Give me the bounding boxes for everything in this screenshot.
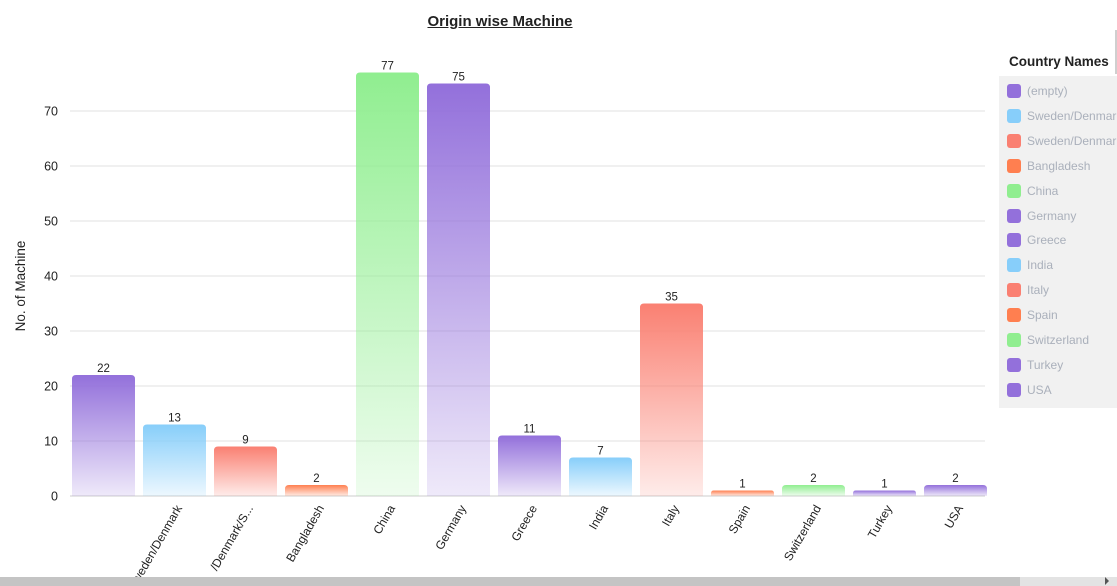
y-tick-label: 50 <box>44 215 58 229</box>
legend-item[interactable]: Spain <box>1007 307 1117 323</box>
y-tick-label: 60 <box>44 160 58 174</box>
y-axis-ticks: 0 10 20 30 40 50 60 70 <box>44 105 58 504</box>
legend-title: Country Names <box>1009 54 1109 69</box>
legend-label: Spain <box>1027 308 1058 323</box>
data-label: 2 <box>810 473 816 485</box>
data-label: 7 <box>597 446 603 458</box>
legend-label: Greece <box>1027 233 1067 248</box>
bar[interactable] <box>640 303 703 497</box>
legend-label: Sweden/Denmar <box>1027 108 1117 123</box>
legend-swatch <box>1007 258 1021 273</box>
data-label: 11 <box>524 424 536 436</box>
legend-item[interactable]: Italy <box>1007 282 1117 298</box>
legend-label: India <box>1027 258 1054 273</box>
legend-swatch <box>1007 133 1021 148</box>
y-tick-label: 40 <box>44 270 58 284</box>
legend-label: Italy <box>1027 283 1050 298</box>
legend-item[interactable]: Turkey <box>1007 357 1117 373</box>
data-labels: 22 13 9 2 77 75 11 7 35 1 2 1 2 <box>97 61 959 491</box>
legend: (empty) Sweden/Denmar Sweden/Denmar Banglad… <box>999 76 1117 408</box>
y-tick-label: 0 <box>51 490 58 504</box>
data-label: 13 <box>168 413 181 425</box>
y-tick-label: 10 <box>44 435 58 449</box>
horizontal-scrollbar[interactable] <box>0 577 1117 586</box>
x-tick-label: Italy <box>659 503 682 529</box>
legend-label: Germany <box>1027 208 1077 223</box>
y-tick-label: 70 <box>44 105 58 119</box>
x-tick-label: India <box>586 502 611 532</box>
y-axis-label: No. of Machine <box>13 241 28 332</box>
x-tick-label: Turkey <box>865 503 895 541</box>
data-label: 35 <box>665 292 678 304</box>
data-label: 9 <box>242 435 248 447</box>
legend-swatch <box>1007 108 1021 123</box>
legend-item[interactable]: Sweden/Denmar <box>1007 133 1117 149</box>
legend-item[interactable]: USA <box>1007 382 1117 398</box>
legend-swatch <box>1007 283 1021 298</box>
vertical-scrollbar[interactable] <box>1115 30 1117 74</box>
legend-item[interactable]: Switzerland <box>1007 332 1117 348</box>
data-label: 22 <box>97 363 110 375</box>
legend-label: (empty) <box>1027 84 1068 98</box>
chart-title: Origin wise Machine <box>427 13 573 30</box>
legend-swatch <box>1007 357 1021 372</box>
data-label: 1 <box>739 479 745 491</box>
bar[interactable] <box>711 490 774 497</box>
bar[interactable] <box>427 83 490 497</box>
bars <box>72 72 987 497</box>
legend-item[interactable]: Bangladesh <box>1007 158 1117 174</box>
bar[interactable] <box>924 485 987 496</box>
bar[interactable] <box>569 457 632 497</box>
legend-swatch <box>1007 382 1021 397</box>
bar[interactable] <box>72 375 135 496</box>
x-tick-label: Spain <box>726 503 753 537</box>
legend-label: Bangladesh <box>1027 158 1091 173</box>
legend-label: Switzerland <box>1027 333 1090 347</box>
legend-item[interactable]: Germany <box>1007 208 1117 224</box>
x-tick-label: Bangladesh <box>283 503 327 565</box>
x-tick-label: Switzerland <box>781 503 824 564</box>
legend-label: Sweden/Denmar <box>1027 133 1117 148</box>
x-tick-label: weden/Denmark <box>129 502 186 586</box>
bar[interactable] <box>143 424 206 497</box>
legend-item[interactable]: China <box>1007 183 1117 199</box>
legend-label: USA <box>1027 382 1052 397</box>
x-tick-label: USA <box>942 503 966 531</box>
x-tick-label: China <box>370 502 398 536</box>
y-tick-label: 30 <box>44 325 58 339</box>
legend-swatch <box>1007 208 1021 223</box>
data-label: 1 <box>881 479 887 491</box>
bar[interactable] <box>356 72 419 497</box>
data-label: 2 <box>313 473 319 485</box>
data-label: 2 <box>952 473 958 485</box>
bar[interactable] <box>853 490 916 497</box>
x-tick-label: /Denmark/S... <box>207 503 256 574</box>
legend-item[interactable]: Greece <box>1007 232 1117 248</box>
legend-swatch <box>1007 183 1021 198</box>
bar[interactable] <box>285 485 348 496</box>
bar[interactable] <box>498 435 561 497</box>
legend-swatch <box>1007 308 1021 323</box>
bar[interactable] <box>214 446 277 497</box>
legend-label: Turkey <box>1027 357 1064 372</box>
legend-item[interactable]: Sweden/Denmar <box>1007 108 1117 124</box>
scroll-right-arrow-icon[interactable] <box>1105 577 1109 585</box>
legend-item[interactable]: India <box>1007 257 1117 273</box>
legend-label: China <box>1027 183 1059 198</box>
legend-swatch <box>1007 333 1021 347</box>
bar[interactable] <box>782 485 845 496</box>
legend-item[interactable]: (empty) <box>1007 83 1117 99</box>
x-axis-ticks: weden/Denmark/Denmark/S... Bangladesh Chin… <box>129 502 966 586</box>
data-label: 77 <box>381 61 394 73</box>
legend-swatch <box>1007 158 1021 173</box>
x-tick-label: Greece <box>508 502 540 543</box>
x-tick-label: Germany <box>432 503 469 553</box>
scrollbar-thumb[interactable] <box>0 577 1020 586</box>
data-label: 75 <box>452 72 465 84</box>
legend-swatch <box>1007 233 1021 248</box>
legend-swatch <box>1007 84 1021 98</box>
y-tick-label: 20 <box>44 380 58 394</box>
